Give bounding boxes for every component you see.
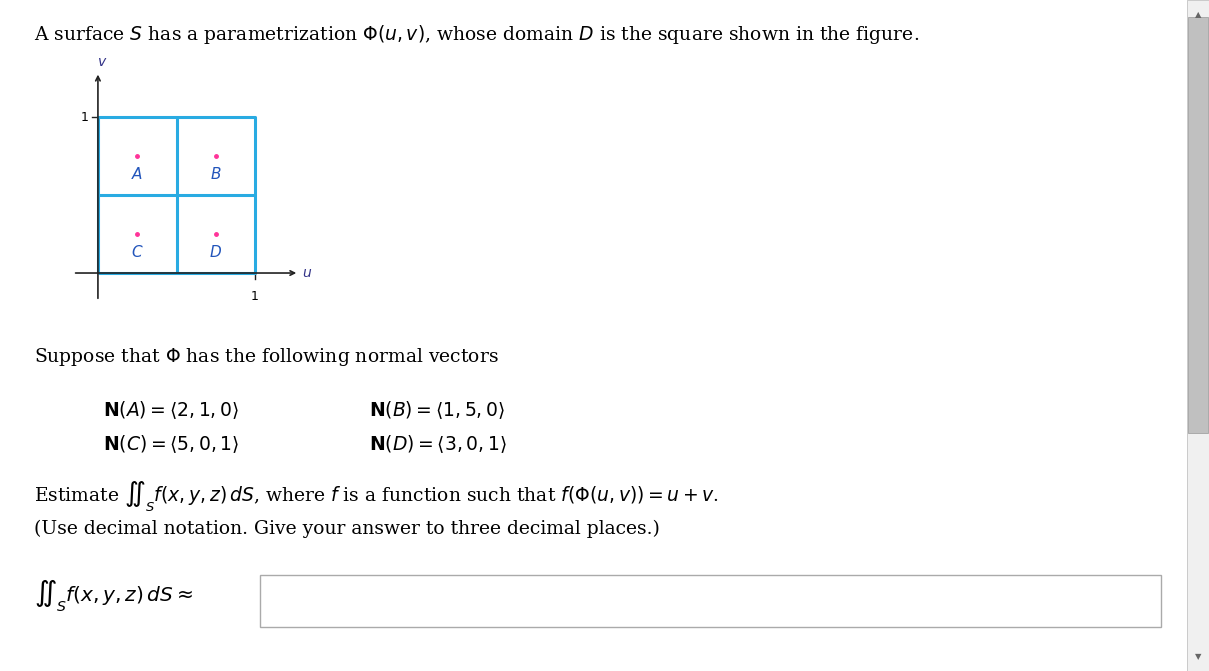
Text: $\mathit{A}$: $\mathit{A}$	[131, 166, 144, 182]
Text: 1: 1	[81, 111, 88, 123]
Text: $u$: $u$	[302, 266, 312, 280]
FancyBboxPatch shape	[1188, 17, 1208, 433]
Text: $\mathit{D}$: $\mathit{D}$	[209, 244, 222, 260]
FancyBboxPatch shape	[260, 575, 1161, 627]
Text: $\mathit{B}$: $\mathit{B}$	[210, 166, 221, 182]
Text: $\iint_{S} f(x, y, z)\,dS \approx$: $\iint_{S} f(x, y, z)\,dS \approx$	[34, 578, 192, 614]
Text: $v$: $v$	[97, 54, 108, 68]
Text: Suppose that $\Phi$ has the following normal vectors: Suppose that $\Phi$ has the following no…	[34, 346, 498, 368]
Text: ▼: ▼	[1194, 652, 1202, 661]
Text: Estimate $\iint_{S} f(x, y, z)\,dS$, where $f$ is a function such that $f(\Phi(u: Estimate $\iint_{S} f(x, y, z)\,dS$, whe…	[34, 480, 719, 514]
Text: 1: 1	[251, 290, 259, 303]
Text: $\mathit{C}$: $\mathit{C}$	[131, 244, 144, 260]
FancyBboxPatch shape	[1187, 0, 1209, 671]
Text: $\mathbf{N}(\mathit{B}) = \langle 1, 5, 0\rangle$: $\mathbf{N}(\mathit{B}) = \langle 1, 5, …	[369, 399, 505, 421]
Text: $\mathbf{N}(\mathit{C}) = \langle 5, 0, 1\rangle$: $\mathbf{N}(\mathit{C}) = \langle 5, 0, …	[103, 433, 239, 455]
Text: (Use decimal notation. Give your answer to three decimal places.): (Use decimal notation. Give your answer …	[34, 520, 660, 538]
Text: $\mathbf{N}(\mathit{D}) = \langle 3, 0, 1\rangle$: $\mathbf{N}(\mathit{D}) = \langle 3, 0, …	[369, 433, 507, 455]
Text: ▲: ▲	[1194, 10, 1202, 19]
Text: A surface $\mathit{S}$ has a parametrization $\Phi(u, v)$, whose domain $\mathit: A surface $\mathit{S}$ has a parametriza…	[34, 23, 919, 46]
Text: $\mathbf{N}(\mathit{A}) = \langle 2, 1, 0\rangle$: $\mathbf{N}(\mathit{A}) = \langle 2, 1, …	[103, 399, 239, 421]
